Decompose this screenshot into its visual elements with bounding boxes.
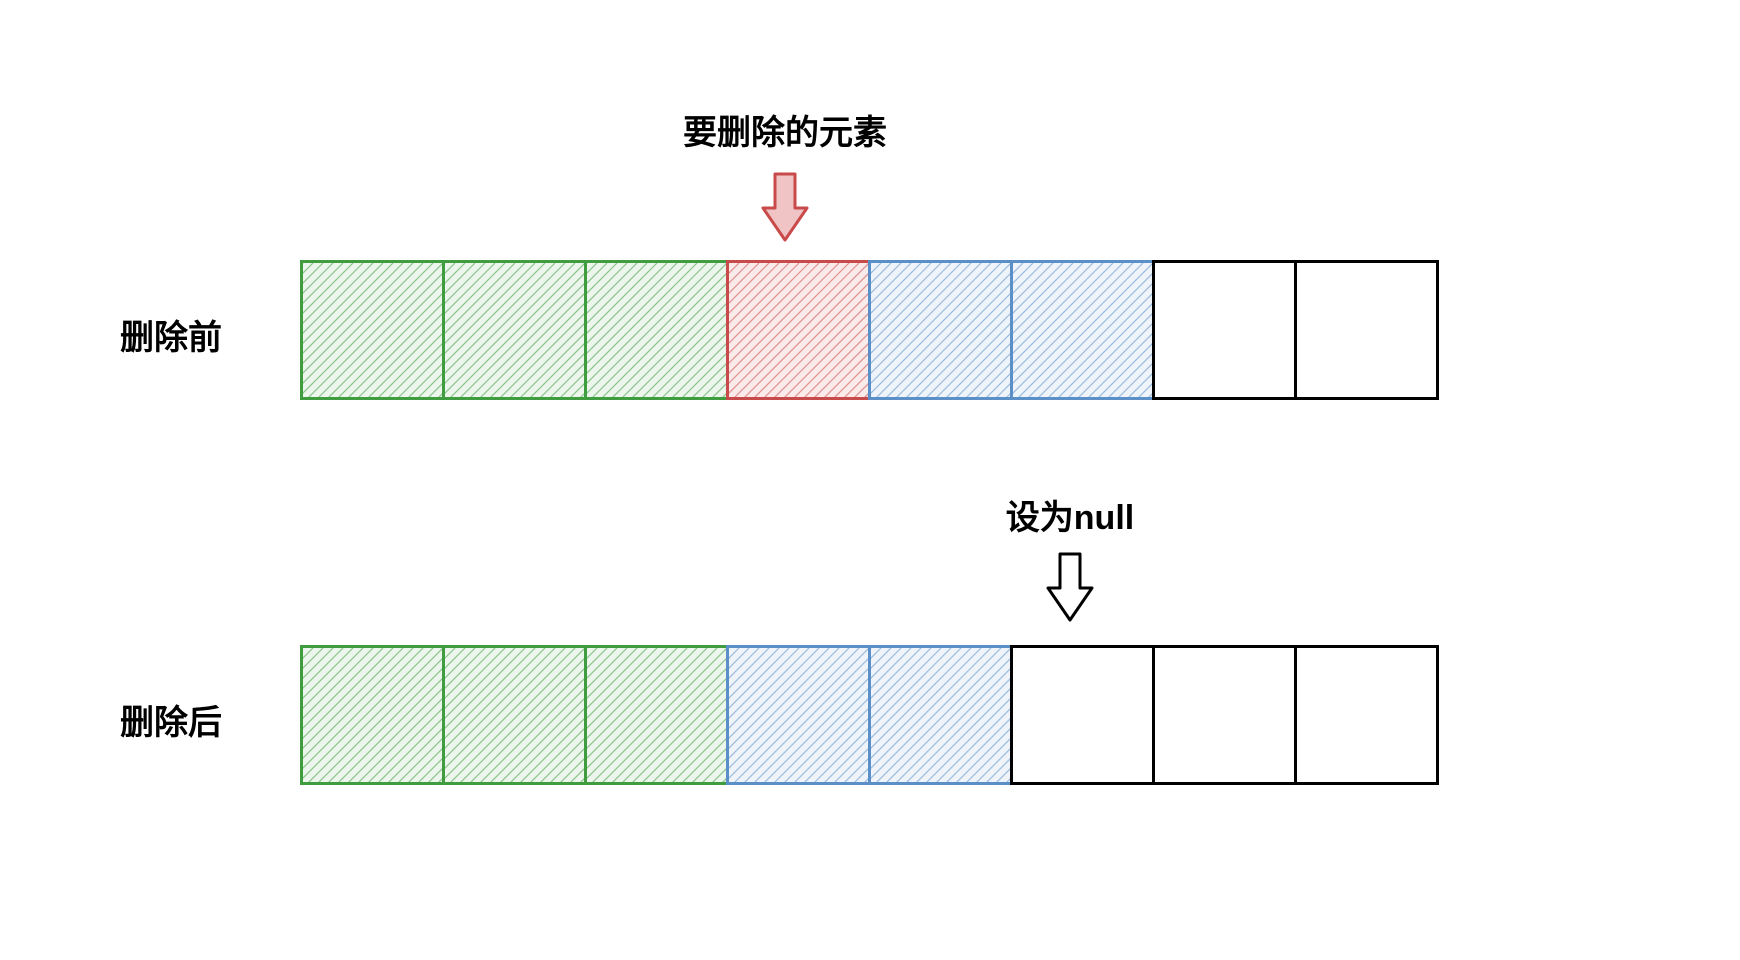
array-cell [1010, 260, 1155, 400]
array-cell [726, 260, 871, 400]
row-before-label: 删除前 [120, 310, 222, 359]
array-cell [1294, 645, 1439, 785]
array-row-before [300, 260, 1439, 400]
array-cell [442, 645, 587, 785]
array-cell [1294, 260, 1439, 400]
array-cell [300, 260, 445, 400]
array-cell [868, 260, 1013, 400]
array-cell [726, 645, 871, 785]
delete-target-label: 要删除的元素 [670, 105, 900, 154]
red-arrow-icon [760, 170, 810, 250]
set-null-label: 设为null [985, 490, 1155, 539]
array-cell [1010, 645, 1155, 785]
array-cell [868, 645, 1013, 785]
array-cell [584, 260, 729, 400]
array-cell [1152, 645, 1297, 785]
array-cell [584, 645, 729, 785]
array-cell [1152, 260, 1297, 400]
row-after-label: 删除后 [120, 695, 222, 744]
array-row-after [300, 645, 1439, 785]
array-cell [300, 645, 445, 785]
black-arrow-icon [1045, 550, 1095, 630]
array-cell [442, 260, 587, 400]
